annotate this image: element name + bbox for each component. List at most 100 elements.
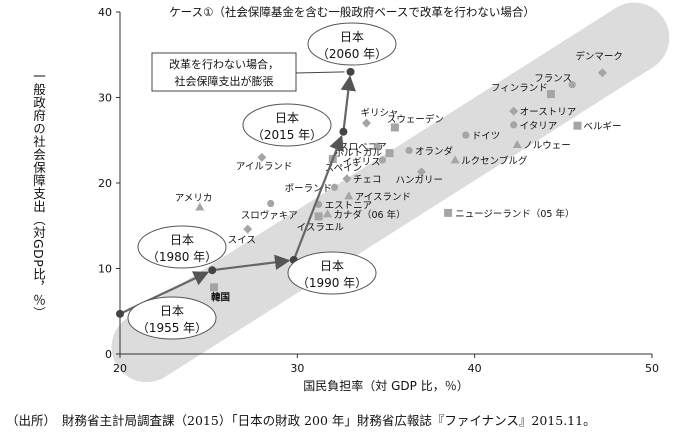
- country-label: 韓国: [211, 291, 230, 303]
- japan-callout-bubble: [127, 296, 217, 340]
- japan-point: [116, 309, 124, 318]
- x-tick-label: 40: [468, 362, 482, 375]
- japan-callout-year: （2060 年）: [317, 47, 387, 61]
- country-label: スペイン: [325, 163, 362, 174]
- country-label: チェコ: [353, 175, 382, 186]
- country-label: ギリシャ: [360, 108, 398, 119]
- country-marker-triangle: [344, 191, 354, 200]
- source-text: 財務省主計局調査課（2015）「日本の財政 200 年」財務省広報誌『ファイナン…: [62, 413, 596, 428]
- country-label: イギリス: [342, 157, 380, 168]
- country-label: イスラエル: [297, 222, 345, 233]
- trend-band: [111, 2, 670, 383]
- country-label: ニュージーランド（05 年）: [455, 208, 574, 220]
- country-label: オランダ: [415, 146, 454, 158]
- source-note: （出所） 財務省主計局調査課（2015）「日本の財政 200 年」財務省広報誌『フ…: [6, 410, 602, 429]
- japan-callout-title: 日本: [320, 259, 344, 273]
- country-marker-triangle: [512, 140, 522, 149]
- country-label: イタリア: [520, 121, 558, 132]
- country-marker-diamond: [416, 167, 426, 177]
- japan-point: [339, 127, 348, 136]
- country-marker-square: [209, 283, 218, 292]
- country-label: フランス: [534, 74, 572, 85]
- country-label: ノルウェー: [523, 141, 571, 152]
- country-label: スロヴァキア: [241, 210, 298, 222]
- country-marker-square: [390, 123, 399, 132]
- country-label: アイルランド: [236, 161, 293, 172]
- country-label: スロベニア: [339, 142, 387, 153]
- chart-title: ケース①（社会保障基金を含む一般政府ベースで改革を行わない場合）: [169, 5, 535, 19]
- country-marker-diamond: [342, 174, 352, 184]
- country-marker-square: [444, 208, 453, 217]
- country-label: ポーランド: [285, 183, 333, 194]
- x-tick-label: 20: [113, 362, 127, 375]
- country-label: スイス: [228, 235, 256, 246]
- japan-callout-title: 日本: [160, 304, 184, 318]
- country-marker-diamond: [243, 224, 253, 234]
- japan-callout-bubble: [242, 103, 332, 147]
- country-label: オーストリア: [520, 107, 577, 118]
- japan-callout-year: （1990 年）: [297, 276, 367, 290]
- country-marker-square: [385, 149, 394, 158]
- country-marker-diamond: [509, 106, 519, 116]
- japan-callout-title: 日本: [170, 233, 194, 247]
- country-label: エストニア: [325, 200, 373, 211]
- country-marker-circle: [462, 131, 470, 139]
- country-marker-diamond: [257, 152, 267, 162]
- japan-trajectory-segment: [212, 254, 291, 272]
- japan-point: [346, 67, 355, 76]
- x-axis-title: 国民負担率（対 GDP 比，％）: [303, 378, 468, 393]
- country-marker-circle: [373, 142, 381, 150]
- japan-callout-year: （1955 年）: [137, 321, 207, 335]
- annotation-line: 社会保障支出が膨張: [175, 74, 274, 88]
- country-marker-diamond: [597, 68, 607, 78]
- y-tick-label: 10: [98, 263, 112, 276]
- y-tick-label: 0: [105, 348, 112, 361]
- country-label: フィンランド: [491, 83, 548, 94]
- country-marker-circle: [330, 183, 339, 191]
- country-label: ドイツ: [472, 131, 501, 142]
- y-tick-label: 20: [98, 177, 112, 190]
- country-marker-triangle: [195, 202, 205, 211]
- japan-callout-year: （1980 年）: [147, 250, 217, 264]
- x-tick-label: 30: [290, 362, 304, 375]
- source-prefix: （出所）: [6, 413, 57, 428]
- annotation-box: [151, 52, 297, 92]
- country-marker-square: [546, 90, 555, 99]
- country-label: カナダ（06 年）: [333, 209, 405, 221]
- y-tick-label: 30: [98, 92, 112, 105]
- japan-point: [208, 266, 217, 275]
- japan-callout-title: 日本: [275, 111, 299, 125]
- y-tick-label: 40: [98, 6, 112, 19]
- annotation-line: 改革を行わない場合，: [169, 57, 279, 71]
- country-marker-square: [573, 121, 582, 130]
- japan-callout-bubble: [307, 22, 397, 66]
- japan-trajectory-segment: [292, 134, 344, 261]
- country-marker-triangle: [450, 155, 460, 164]
- country-marker-circle: [510, 121, 518, 129]
- country-label: スウェーデン: [387, 113, 444, 125]
- country-label: デンマーク: [575, 51, 623, 63]
- annotation-leader: [295, 71, 345, 74]
- japan-callout-bubble: [287, 251, 377, 295]
- country-label: ハンガリー: [395, 175, 443, 186]
- japan-callout-title: 日本: [340, 30, 364, 44]
- y-axis-title: 一般政府の社会保障支出（対GDP比，％）: [31, 70, 46, 320]
- country-marker-triangle: [322, 209, 332, 218]
- country-label: ベルギー: [584, 122, 622, 133]
- country-marker-diamond: [361, 118, 371, 128]
- country-label: アイスランド: [355, 192, 411, 203]
- country-marker-square: [314, 212, 323, 221]
- country-marker-circle: [568, 81, 576, 89]
- country-label: アメリカ: [175, 193, 213, 204]
- country-marker-circle: [405, 146, 413, 155]
- country-label: ルクセンブルグ: [461, 155, 528, 167]
- x-tick-label: 50: [645, 362, 659, 375]
- japan-trajectory-segment: [340, 75, 356, 132]
- country-marker-circle: [378, 156, 387, 164]
- japan-callout-year: （2015 年）: [252, 128, 322, 142]
- japan-callout-bubble: [137, 225, 227, 269]
- country-marker-circle: [267, 199, 275, 208]
- country-label: ポルトガル: [335, 148, 383, 159]
